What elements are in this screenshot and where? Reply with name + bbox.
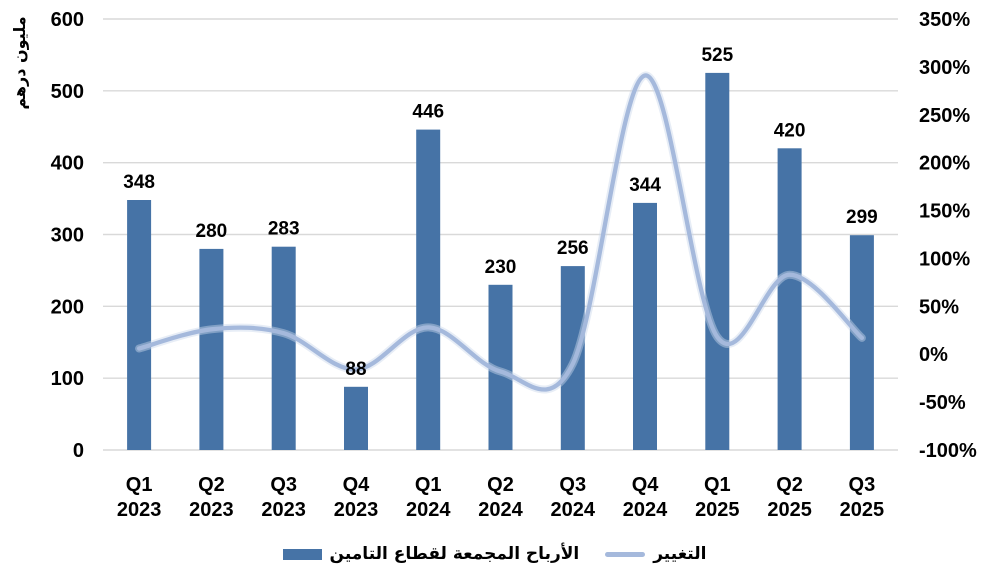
change-line (136, 73, 865, 392)
bar (560, 266, 585, 450)
legend-item-change: التغيير (605, 544, 706, 564)
left-axis-tick-label: 400 (51, 153, 84, 175)
x-axis-label-year: 2023 (189, 499, 234, 521)
x-axis-label-quarter: Q2 (776, 474, 803, 496)
bar-value-label: 299 (846, 207, 878, 228)
right-axis-tick-label: -50% (919, 392, 966, 414)
x-axis-label-quarter: Q4 (632, 474, 660, 496)
x-axis-label-quarter: Q1 (704, 474, 731, 496)
x-axis-label-year: 2024 (478, 499, 523, 521)
bar-value-label: 446 (412, 102, 444, 123)
x-axis-label-year: 2024 (623, 499, 668, 521)
right-axis-tick-label: 200% (919, 153, 970, 175)
x-axis-label-year: 2024 (551, 499, 596, 521)
x-axis-label-quarter: Q3 (270, 474, 297, 496)
bar (705, 72, 730, 451)
left-axis-tick-label: 600 (51, 9, 84, 31)
right-axis-tick-label: 0% (919, 344, 948, 366)
right-axis-tick-label: 250% (919, 105, 970, 127)
right-axis-tick-label: 100% (919, 248, 970, 270)
x-axis-label-year: 2023 (117, 499, 162, 521)
left-axis-tick-label: 300 (51, 225, 84, 247)
legend-item-profits: الأرباح المجمعة لقطاع التامين (282, 544, 580, 564)
bar-value-label: 283 (268, 219, 300, 240)
right-axis-tick-label: 350% (919, 9, 970, 31)
right-axis-tick-label: 50% (919, 296, 959, 318)
bar (416, 129, 441, 450)
bar-value-label: 348 (123, 172, 155, 193)
bar (199, 248, 224, 450)
bar-value-label: 256 (557, 238, 589, 259)
x-axis-label-quarter: Q1 (415, 474, 442, 496)
bar-value-label: 420 (774, 120, 806, 141)
x-axis-label-quarter: Q3 (849, 474, 876, 496)
bar-value-label: 280 (196, 221, 228, 242)
left-axis-tick-label: 0 (73, 440, 84, 462)
right-axis-tick-label: 300% (919, 57, 970, 79)
bar (271, 246, 296, 450)
legend-label-change: التغيير (653, 544, 707, 564)
left-axis-tick-label: 100 (51, 368, 84, 390)
bar (344, 386, 368, 450)
x-axis-label-year: 2025 (840, 499, 885, 521)
bar-value-label: 88 (345, 359, 366, 380)
left-axis-title: مليون درهم (10, 16, 29, 110)
x-axis-label-quarter: Q1 (126, 474, 153, 496)
bar-value-label: 344 (629, 175, 661, 196)
bar-series-swatch (282, 548, 322, 560)
x-axis-label-year: 2023 (334, 499, 379, 521)
left-axis-tick-label: 500 (51, 81, 84, 103)
bar (633, 202, 657, 450)
x-axis-label-year: 2025 (695, 499, 740, 521)
x-axis-label-year: 2025 (767, 499, 812, 521)
bar (849, 235, 874, 450)
x-axis-label-quarter: Q3 (559, 474, 586, 496)
bar-value-label: 525 (701, 45, 733, 66)
left-axis-tick-label: 200 (51, 296, 84, 318)
bar (127, 200, 152, 450)
right-axis-tick-label: -100% (919, 440, 977, 462)
bar-value-label: 230 (485, 257, 517, 278)
bar (777, 148, 802, 451)
line-series-swatch (605, 551, 646, 557)
x-axis-label-quarter: Q2 (487, 474, 514, 496)
right-axis-tick-label: 150% (919, 201, 970, 223)
x-axis-label-quarter: Q2 (198, 474, 225, 496)
legend-label-profits: الأرباح المجمعة لقطاع التامين (329, 544, 580, 564)
x-axis-label-year: 2024 (406, 499, 451, 521)
legend: الأرباح المجمعة لقطاع التامين التغيير (0, 544, 989, 564)
x-axis-label-quarter: Q4 (343, 474, 371, 496)
x-axis-label-year: 2023 (261, 499, 306, 521)
